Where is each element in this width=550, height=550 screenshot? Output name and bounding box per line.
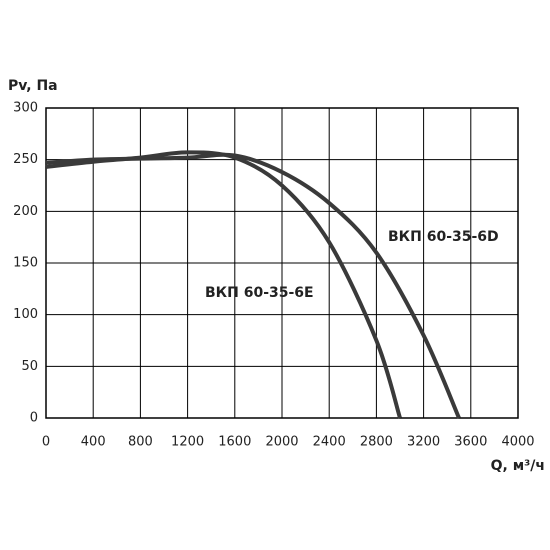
x-tick-label: 3200 [407,435,440,450]
y-tick-label: 150 [13,256,38,271]
x-tick-label: 1600 [218,435,251,450]
y-tick-label: 300 [13,101,38,116]
y-tick-label: 50 [21,359,38,374]
x-tick-label: 4000 [501,435,534,450]
plot-frame [45,107,519,419]
x-tick-label: 400 [81,435,106,450]
x-tick-label: 1200 [171,435,204,450]
curve-label: ВКП 60-35-6E [205,285,314,301]
x-tick-label: 0 [42,435,50,450]
x-tick-label: 2000 [265,435,298,450]
y-axis-label: Pv, Па [8,78,58,94]
x-tick-label: 2400 [313,435,346,450]
x-tick-label: 3600 [454,435,487,450]
x-tick-label: 800 [128,435,153,450]
y-tick-label: 200 [13,204,38,219]
x-axis-label: Q, м³/ч [491,458,545,474]
y-tick-label: 100 [13,307,38,322]
y-tick-label: 0 [30,411,38,426]
x-tick-label: 2800 [360,435,393,450]
curve-label: ВКП 60-35-6D [388,229,499,245]
y-tick-label: 250 [13,152,38,167]
curve [45,152,461,419]
